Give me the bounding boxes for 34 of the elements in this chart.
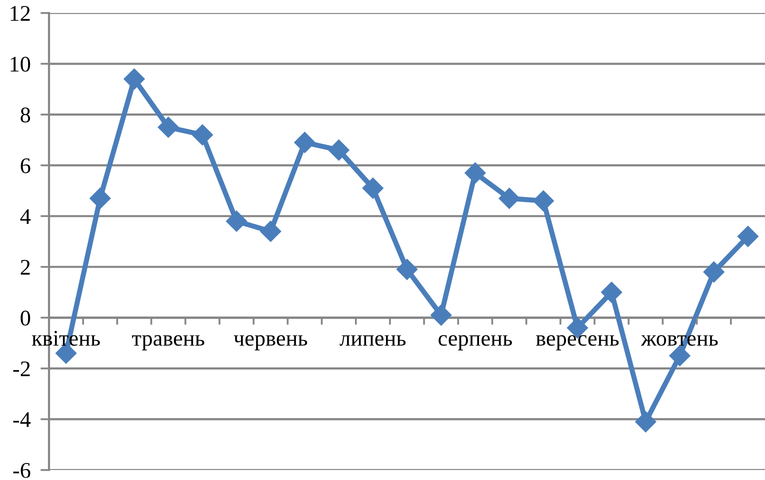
- point: [90, 188, 111, 209]
- y-tick-label: 0: [20, 310, 30, 326]
- point: [532, 190, 554, 212]
- point: [192, 124, 213, 146]
- point: [669, 345, 690, 366]
- point: [635, 411, 656, 432]
- y-tick-label: 10: [10, 56, 30, 72]
- point: [703, 261, 724, 282]
- x-tick-label: вересень: [536, 335, 619, 350]
- y-tick-label: -6: [13, 462, 30, 478]
- point: [260, 220, 282, 242]
- point: [362, 178, 384, 199]
- x-tick-label: липень: [340, 335, 406, 346]
- point: [430, 304, 452, 326]
- y-tick-label: -4: [13, 412, 31, 427]
- y-tick-label: 2: [20, 260, 30, 275]
- point: [226, 210, 248, 232]
- x-tick-label: серпень: [438, 335, 512, 350]
- x-tick-label: червень: [234, 335, 308, 350]
- point: [328, 140, 350, 161]
- point: [601, 282, 622, 303]
- point: [124, 68, 145, 90]
- y-tick-label: -2: [13, 361, 30, 376]
- point: [158, 116, 179, 138]
- y-tick-label: 4: [20, 209, 31, 224]
- point: [294, 132, 316, 153]
- point: [498, 188, 520, 209]
- point: [737, 226, 758, 247]
- y-tick-label: 12: [10, 6, 30, 21]
- point: [396, 258, 418, 280]
- y-tick-label: 8: [20, 107, 30, 122]
- y-tick-label: 6: [20, 158, 30, 174]
- point: [464, 162, 486, 184]
- x-tick-label: травень: [132, 335, 204, 350]
